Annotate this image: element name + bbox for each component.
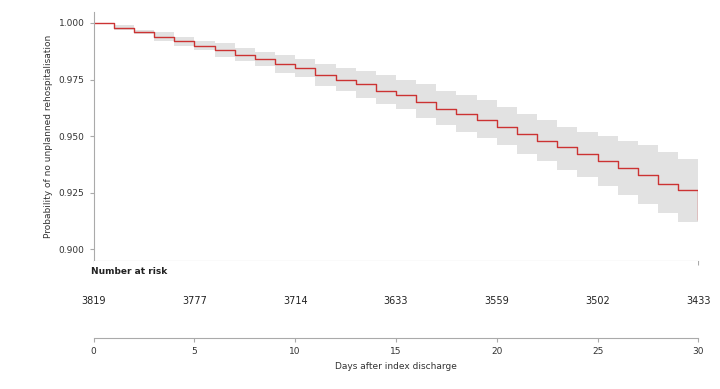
Text: Number at risk: Number at risk bbox=[91, 267, 167, 276]
Text: 3559: 3559 bbox=[485, 296, 509, 306]
Text: 3819: 3819 bbox=[81, 296, 106, 306]
Text: 3433: 3433 bbox=[686, 296, 711, 306]
Text: 3633: 3633 bbox=[384, 296, 408, 306]
Text: 3777: 3777 bbox=[182, 296, 207, 306]
X-axis label: Days after index discharge: Days after index discharge bbox=[335, 362, 457, 371]
Text: 3502: 3502 bbox=[585, 296, 610, 306]
Y-axis label: Probability of no unplanned rehospitalisation: Probability of no unplanned rehospitalis… bbox=[44, 35, 53, 238]
Text: 3714: 3714 bbox=[283, 296, 307, 306]
